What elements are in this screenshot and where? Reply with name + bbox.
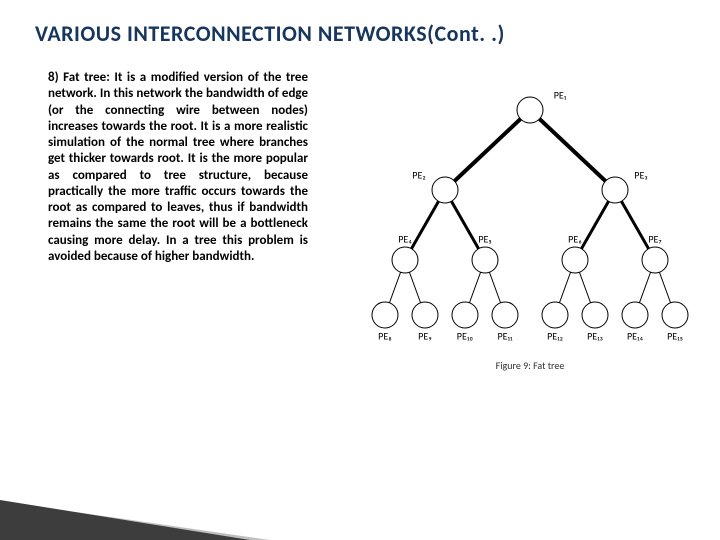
tree-node-label: PE₆	[568, 232, 582, 245]
tree-edge	[445, 110, 530, 190]
slide: VARIOUS INTERCONNECTION NETWORKS(Cont. .…	[0, 0, 720, 540]
tree-node	[432, 177, 458, 203]
tree-node	[602, 177, 628, 203]
tree-node-label: PE₁₂	[547, 329, 563, 342]
diagram-caption: Figure 9: Fat tree	[365, 359, 695, 372]
tree-node	[562, 247, 588, 273]
wedge-light	[0, 504, 270, 540]
tree-node	[412, 302, 438, 328]
tree-node-label: PE₁₃	[587, 329, 603, 342]
tree-node-label: PE₁₅	[667, 329, 683, 342]
tree-node	[582, 302, 608, 328]
tree-node-label: PE₈	[378, 329, 392, 342]
tree-node	[517, 97, 543, 123]
tree-node	[492, 302, 518, 328]
tree-node-label: PE₁	[554, 88, 567, 101]
tree-node-label: PE₁₄	[627, 329, 644, 342]
body-text: 8) Fat tree: It is a modified version of…	[48, 70, 308, 265]
tree-svg: PE₁ PE₂ PE₃ PE₄ PE₅ PE₆ PE₇ PE₈ PE₉ PE₁₀ PE₁₁ PE₁₂ P…	[365, 70, 695, 350]
tree-node	[452, 302, 478, 328]
tree-node-label: PE₉	[418, 329, 432, 342]
tree-node-label: PE₃	[634, 168, 647, 181]
tree-node-label: PE₁₁	[498, 329, 514, 342]
tree-node	[542, 302, 568, 328]
tree-node	[622, 302, 648, 328]
slide-title: VARIOUS INTERCONNECTION NETWORKS(Cont. .…	[35, 20, 695, 47]
decorative-wedge	[0, 480, 720, 540]
tree-node	[662, 302, 688, 328]
tree-node-label: PE₇	[648, 232, 661, 245]
tree-node	[372, 302, 398, 328]
body-rest: It is a modified version of the tree net…	[48, 70, 308, 264]
tree-edge	[530, 110, 615, 190]
tree-node-label: PE₄	[398, 232, 412, 245]
body-lead: 8) Fat tree:	[48, 70, 110, 85]
tree-node	[392, 247, 418, 273]
fat-tree-diagram: PE₁ PE₂ PE₃ PE₄ PE₅ PE₆ PE₇ PE₈ PE₉ PE₁₀ PE₁₁ PE₁₂ P…	[365, 70, 695, 370]
tree-node-label: PE₂	[412, 168, 425, 181]
tree-node	[642, 247, 668, 273]
tree-node-label: PE₅	[478, 232, 491, 245]
wedge-dark	[0, 500, 250, 540]
tree-node	[472, 247, 498, 273]
tree-node-label: PE₁₀	[457, 329, 474, 342]
